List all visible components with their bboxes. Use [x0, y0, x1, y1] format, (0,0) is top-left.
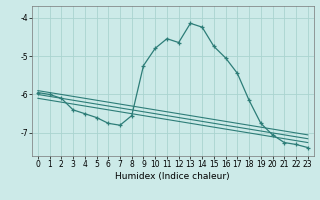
- X-axis label: Humidex (Indice chaleur): Humidex (Indice chaleur): [116, 172, 230, 181]
